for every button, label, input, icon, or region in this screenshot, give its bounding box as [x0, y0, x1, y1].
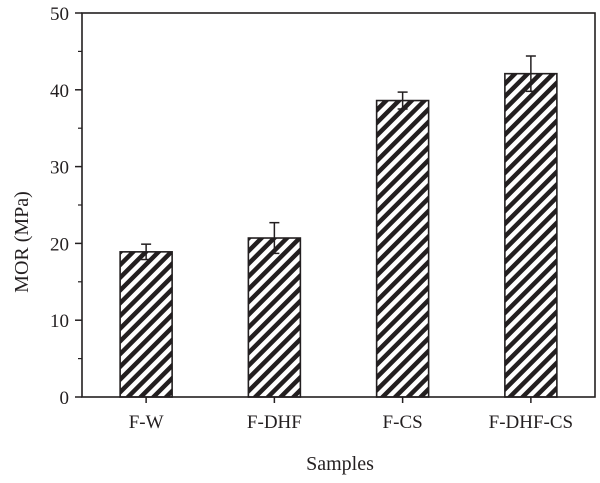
bar-f-dhf	[247, 237, 302, 398]
x-tick-label: F-DHF	[247, 412, 302, 433]
y-tick-label: 0	[60, 388, 70, 409]
labels-layer: F-W F-DHF F-CS F-DHF-CS 0 10 20 30 40 50	[50, 4, 573, 433]
error-bars-layer	[141, 55, 536, 261]
bar-f-cs	[375, 99, 430, 398]
error-bar-f-w	[141, 243, 152, 261]
x-tick-label: F-DHF-CS	[489, 412, 573, 433]
y-tick-label: 10	[50, 311, 69, 332]
error-bar-f-dhf-cs	[525, 55, 536, 93]
error-bar-f-dhf	[269, 221, 280, 255]
y-tick-label: 30	[50, 158, 69, 179]
bar-f-dhf-cs	[504, 72, 558, 398]
y-tick-label: 50	[50, 4, 69, 25]
x-axis-title: Samples	[306, 453, 374, 475]
axes-layer	[75, 12, 596, 403]
bar-f-w	[119, 251, 173, 398]
x-tick-label: F-CS	[383, 412, 423, 433]
bars-layer	[119, 72, 558, 398]
error-bar-f-cs	[397, 91, 408, 110]
y-tick-label: 20	[50, 234, 69, 255]
y-tick-label: 40	[50, 81, 69, 102]
x-tick-label: F-W	[129, 412, 164, 433]
y-axis-title: MOR (MPa)	[11, 191, 33, 293]
